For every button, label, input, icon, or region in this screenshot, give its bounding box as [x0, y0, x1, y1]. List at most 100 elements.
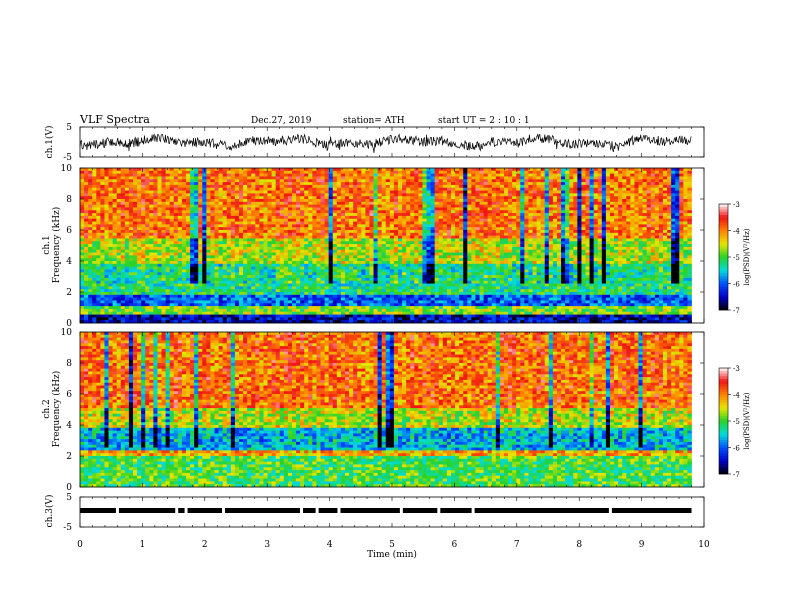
spectrogram-cell [377, 210, 383, 214]
spectrogram-cell [377, 289, 383, 293]
spectrogram-cell [271, 286, 277, 290]
spectrogram-cell [230, 320, 236, 324]
spectrogram-cell [165, 182, 171, 186]
spectrogram-cell [414, 258, 419, 262]
spectrogram-cell [336, 176, 342, 180]
spectrogram-cell [328, 311, 334, 315]
spectrogram-cell [112, 306, 118, 310]
spectrogram-cell [287, 258, 293, 262]
spectrogram-cell [369, 306, 374, 310]
spectrogram-cell [157, 266, 162, 270]
spectrogram-cell [202, 311, 207, 315]
spectrogram-cell [393, 314, 399, 318]
spectrogram-cell [336, 204, 342, 208]
spectrogram-cell [239, 283, 244, 287]
spectrogram-cell [239, 179, 244, 183]
spectrogram-cell [120, 170, 126, 174]
spectrogram-cell [344, 176, 350, 180]
spectrogram-cell [406, 280, 411, 284]
spectrogram-cell [169, 280, 175, 284]
spectrogram-cell [275, 201, 281, 205]
spectrogram-cell [108, 199, 113, 203]
spectrogram-cell [104, 210, 109, 214]
spectrogram-cell [161, 314, 166, 318]
spectrogram-cell [177, 235, 183, 239]
spectrogram-cell [206, 280, 211, 284]
spectrogram-cell [181, 283, 187, 287]
spectrogram-cell [389, 292, 395, 296]
spectrogram-cell [239, 204, 244, 208]
spectrogram-cell [247, 297, 252, 301]
spectrogram-cell [414, 249, 419, 253]
spectrogram-cell [206, 320, 211, 324]
spectrogram-cell [365, 221, 370, 225]
spectrogram-cell [100, 170, 105, 174]
spectrogram-cell [426, 289, 431, 293]
spectrogram-cell [124, 213, 130, 217]
spectrogram-cell [222, 241, 228, 245]
spectrogram-cell [173, 232, 179, 236]
spectrogram-cell [92, 190, 97, 194]
spectrogram-cell [214, 196, 219, 200]
spectrogram-cell [133, 196, 138, 200]
spectrogram-cell [271, 184, 277, 189]
spectrogram-cell [296, 244, 301, 248]
spectrogram-cell [243, 244, 248, 248]
spectrogram-cell [222, 292, 228, 296]
spectrogram-cell [116, 246, 122, 251]
spectrogram-cell [381, 170, 387, 174]
spectrogram-cell [308, 179, 313, 183]
spectrogram-cell [169, 317, 175, 321]
spectrogram-cell [226, 173, 232, 177]
spectrogram-cell [287, 277, 293, 282]
spectrogram-cell [389, 199, 395, 203]
spectrogram-cell [304, 263, 309, 267]
spectrogram-cell [181, 184, 187, 189]
spectrogram-cell [255, 261, 260, 265]
spectrogram-cell [357, 300, 362, 304]
spectrogram-cell [410, 258, 415, 262]
spectrogram-cell [226, 168, 232, 172]
spectrogram-cell [206, 213, 211, 217]
spectrogram-cell [145, 187, 150, 191]
spectrogram-cell [112, 193, 118, 197]
spectrogram-cell [320, 303, 325, 307]
spectrogram-cell [308, 210, 313, 214]
spectrogram-cell [255, 246, 260, 251]
spectrogram-cell [120, 246, 126, 251]
spectrogram-cell [149, 224, 154, 228]
spectrogram-cell [255, 283, 260, 287]
spectrogram-cell [137, 283, 142, 287]
spectrogram-cell [149, 246, 154, 251]
spectrogram-cell [361, 221, 366, 225]
spectrogram-cell [373, 218, 378, 222]
spectrogram-cell [157, 204, 162, 208]
spectrogram-cell [300, 258, 305, 262]
spectrogram-cell [340, 289, 346, 293]
spectrogram-cell [434, 232, 440, 236]
spectrogram-cell [206, 210, 211, 214]
spectrogram-cell [296, 249, 301, 253]
spectrogram-cell [190, 221, 195, 225]
spectrogram-cell [243, 297, 248, 301]
spectrogram-cell [377, 252, 383, 256]
spectrogram-cell [234, 255, 240, 259]
spectrogram-cell [161, 235, 166, 239]
spectrogram-cell [108, 269, 113, 273]
spectrogram-cell [218, 266, 224, 270]
spectrogram-cell [385, 230, 391, 234]
spectrogram-cell [332, 235, 338, 239]
spectrogram-cell [88, 303, 93, 307]
spectrogram-cell [332, 294, 338, 298]
spectrogram-cell [116, 292, 122, 296]
spectrogram-cell [133, 227, 138, 231]
spectrogram-cell [393, 286, 399, 290]
spectrogram-cell [214, 193, 219, 197]
spectrogram-cell [353, 255, 358, 259]
spectrogram-cell [128, 263, 134, 267]
spectrogram-cell [198, 182, 203, 186]
spectrogram-cell [112, 215, 118, 220]
spectrogram-cell [389, 252, 395, 256]
spectrogram-cell [291, 294, 297, 298]
spectrogram-cell [88, 294, 93, 298]
